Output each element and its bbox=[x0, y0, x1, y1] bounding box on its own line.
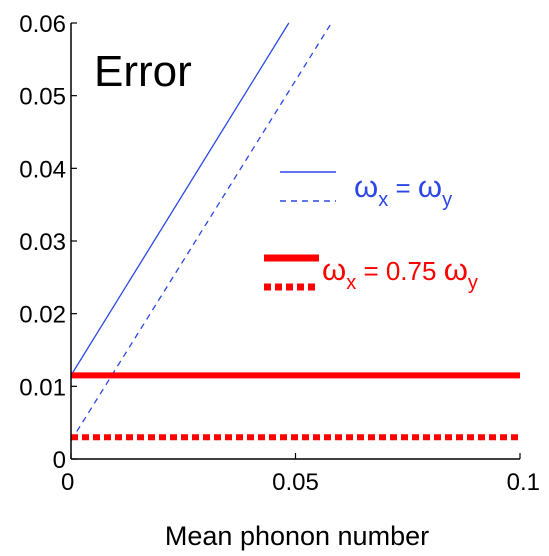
legend: ωx = ωy ωx = 0.75 ωy bbox=[264, 169, 478, 294]
y-tick-label: 0 bbox=[53, 447, 66, 474]
y-tick-label: 0.05 bbox=[19, 84, 66, 111]
y-tick-label: 0.03 bbox=[19, 229, 66, 256]
plot-lines bbox=[70, 22, 520, 442]
chart-title: Error bbox=[94, 47, 192, 96]
legend-label-equal: ωx = ωy bbox=[354, 169, 452, 211]
series-line-blue-solid bbox=[70, 22, 290, 376]
y-tick-label: 0.02 bbox=[19, 302, 66, 329]
legend-label-ratio: ωx = 0.75 ωy bbox=[322, 252, 478, 294]
y-tick-label: 0.06 bbox=[19, 11, 66, 38]
legend-entry-ratio: ωx = 0.75 ωy bbox=[264, 252, 478, 294]
series-line-blue-dashed bbox=[70, 22, 332, 442]
x-tick-label: 0.1 bbox=[507, 469, 540, 496]
y-tick-label: 0.01 bbox=[19, 374, 66, 401]
x-tick-label: 0 bbox=[61, 469, 74, 496]
x-tick-label: 0.05 bbox=[272, 469, 319, 496]
legend-entry-equal: ωx = ωy bbox=[280, 169, 452, 211]
ticks: 0 0.01 0.02 0.03 0.04 0.05 0.06 0 0.05 0.1 bbox=[19, 11, 540, 496]
y-tick-label: 0.04 bbox=[19, 156, 66, 183]
x-axis-title: Mean phonon number bbox=[165, 521, 429, 551]
